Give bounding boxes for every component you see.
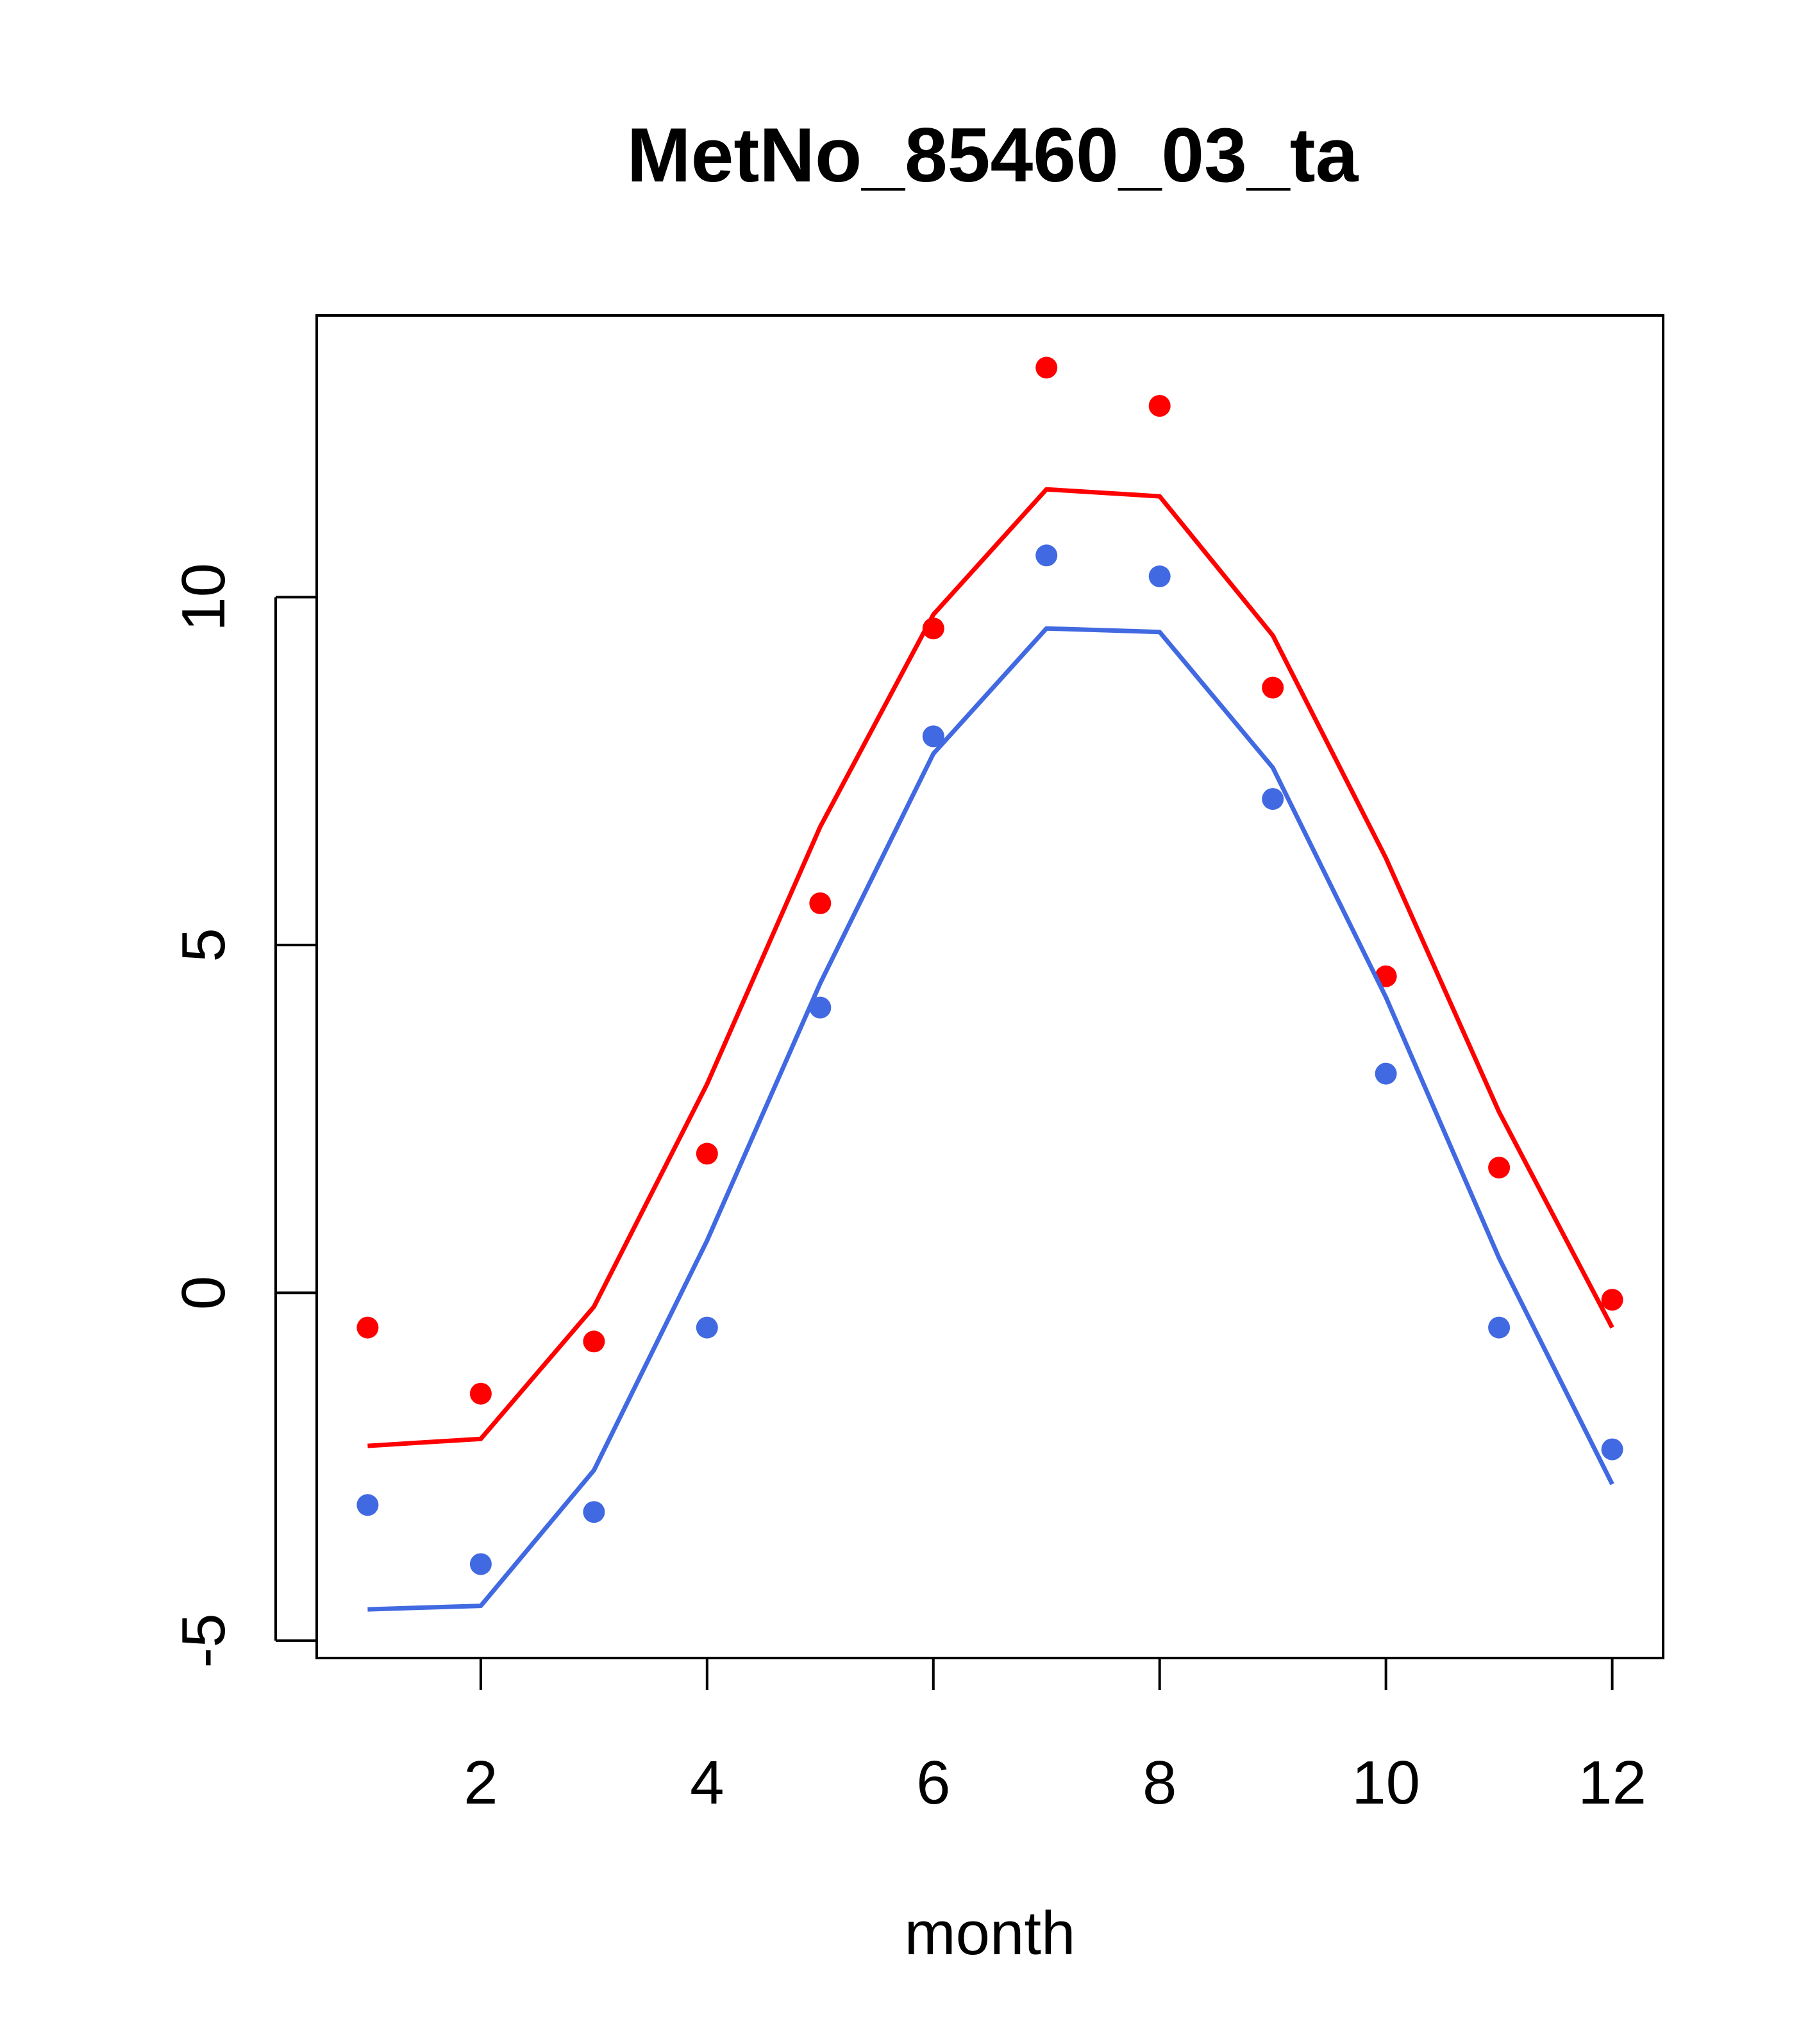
series-blue-point-6 — [922, 725, 944, 748]
x-tick-label-10: 10 — [1352, 1748, 1420, 1817]
y-axis: -5 0 5 10 — [169, 563, 317, 1668]
x-tick-label-2: 2 — [464, 1748, 498, 1817]
chart-title: MetNo_85460_03_ta — [627, 112, 1359, 198]
x-tick-label-12: 12 — [1578, 1748, 1646, 1817]
y-tick-label-5: 5 — [169, 928, 238, 962]
x-tick-label-8: 8 — [1143, 1748, 1176, 1817]
series-red-line — [367, 487, 1614, 1448]
series-blue-point-5 — [809, 996, 832, 1019]
x-axis-label: month — [905, 1899, 1076, 1968]
series-blue-point-2 — [469, 1553, 492, 1575]
series-red-point-12 — [1601, 1289, 1623, 1311]
x-tick-label-4: 4 — [690, 1748, 724, 1817]
series-blue-point-9 — [1262, 788, 1284, 810]
plot-area-border — [315, 314, 1664, 1659]
series-red-point-2 — [469, 1382, 492, 1405]
series-blue-point-11 — [1488, 1316, 1511, 1339]
y-tick-label--5: -5 — [169, 1613, 238, 1668]
series-red-point-4 — [696, 1143, 718, 1165]
series-blue-point-1 — [356, 1494, 379, 1516]
series-blue-point-8 — [1148, 565, 1171, 587]
x-tick-label-6: 6 — [916, 1748, 950, 1817]
series-blue-point-4 — [696, 1316, 718, 1339]
series-layer — [356, 356, 1623, 1612]
series-blue-point-3 — [583, 1501, 605, 1523]
y-tick-label-0: 0 — [169, 1276, 238, 1310]
series-blue-point-10 — [1375, 1062, 1397, 1085]
series-red-point-3 — [583, 1330, 605, 1353]
series-blue-point-7 — [1035, 544, 1058, 567]
series-blue-line — [367, 626, 1614, 1612]
y-tick-label-10: 10 — [169, 563, 238, 632]
series-blue-point-12 — [1601, 1438, 1623, 1461]
series-red-point-9 — [1262, 676, 1284, 699]
series-red-point-1 — [356, 1316, 379, 1339]
series-red-point-7 — [1035, 356, 1058, 379]
series-red-point-8 — [1148, 395, 1171, 417]
series-red-point-5 — [809, 892, 832, 914]
x-axis: 2 4 6 8 10 12 — [464, 1657, 1646, 1817]
series-red-point-11 — [1488, 1157, 1511, 1179]
